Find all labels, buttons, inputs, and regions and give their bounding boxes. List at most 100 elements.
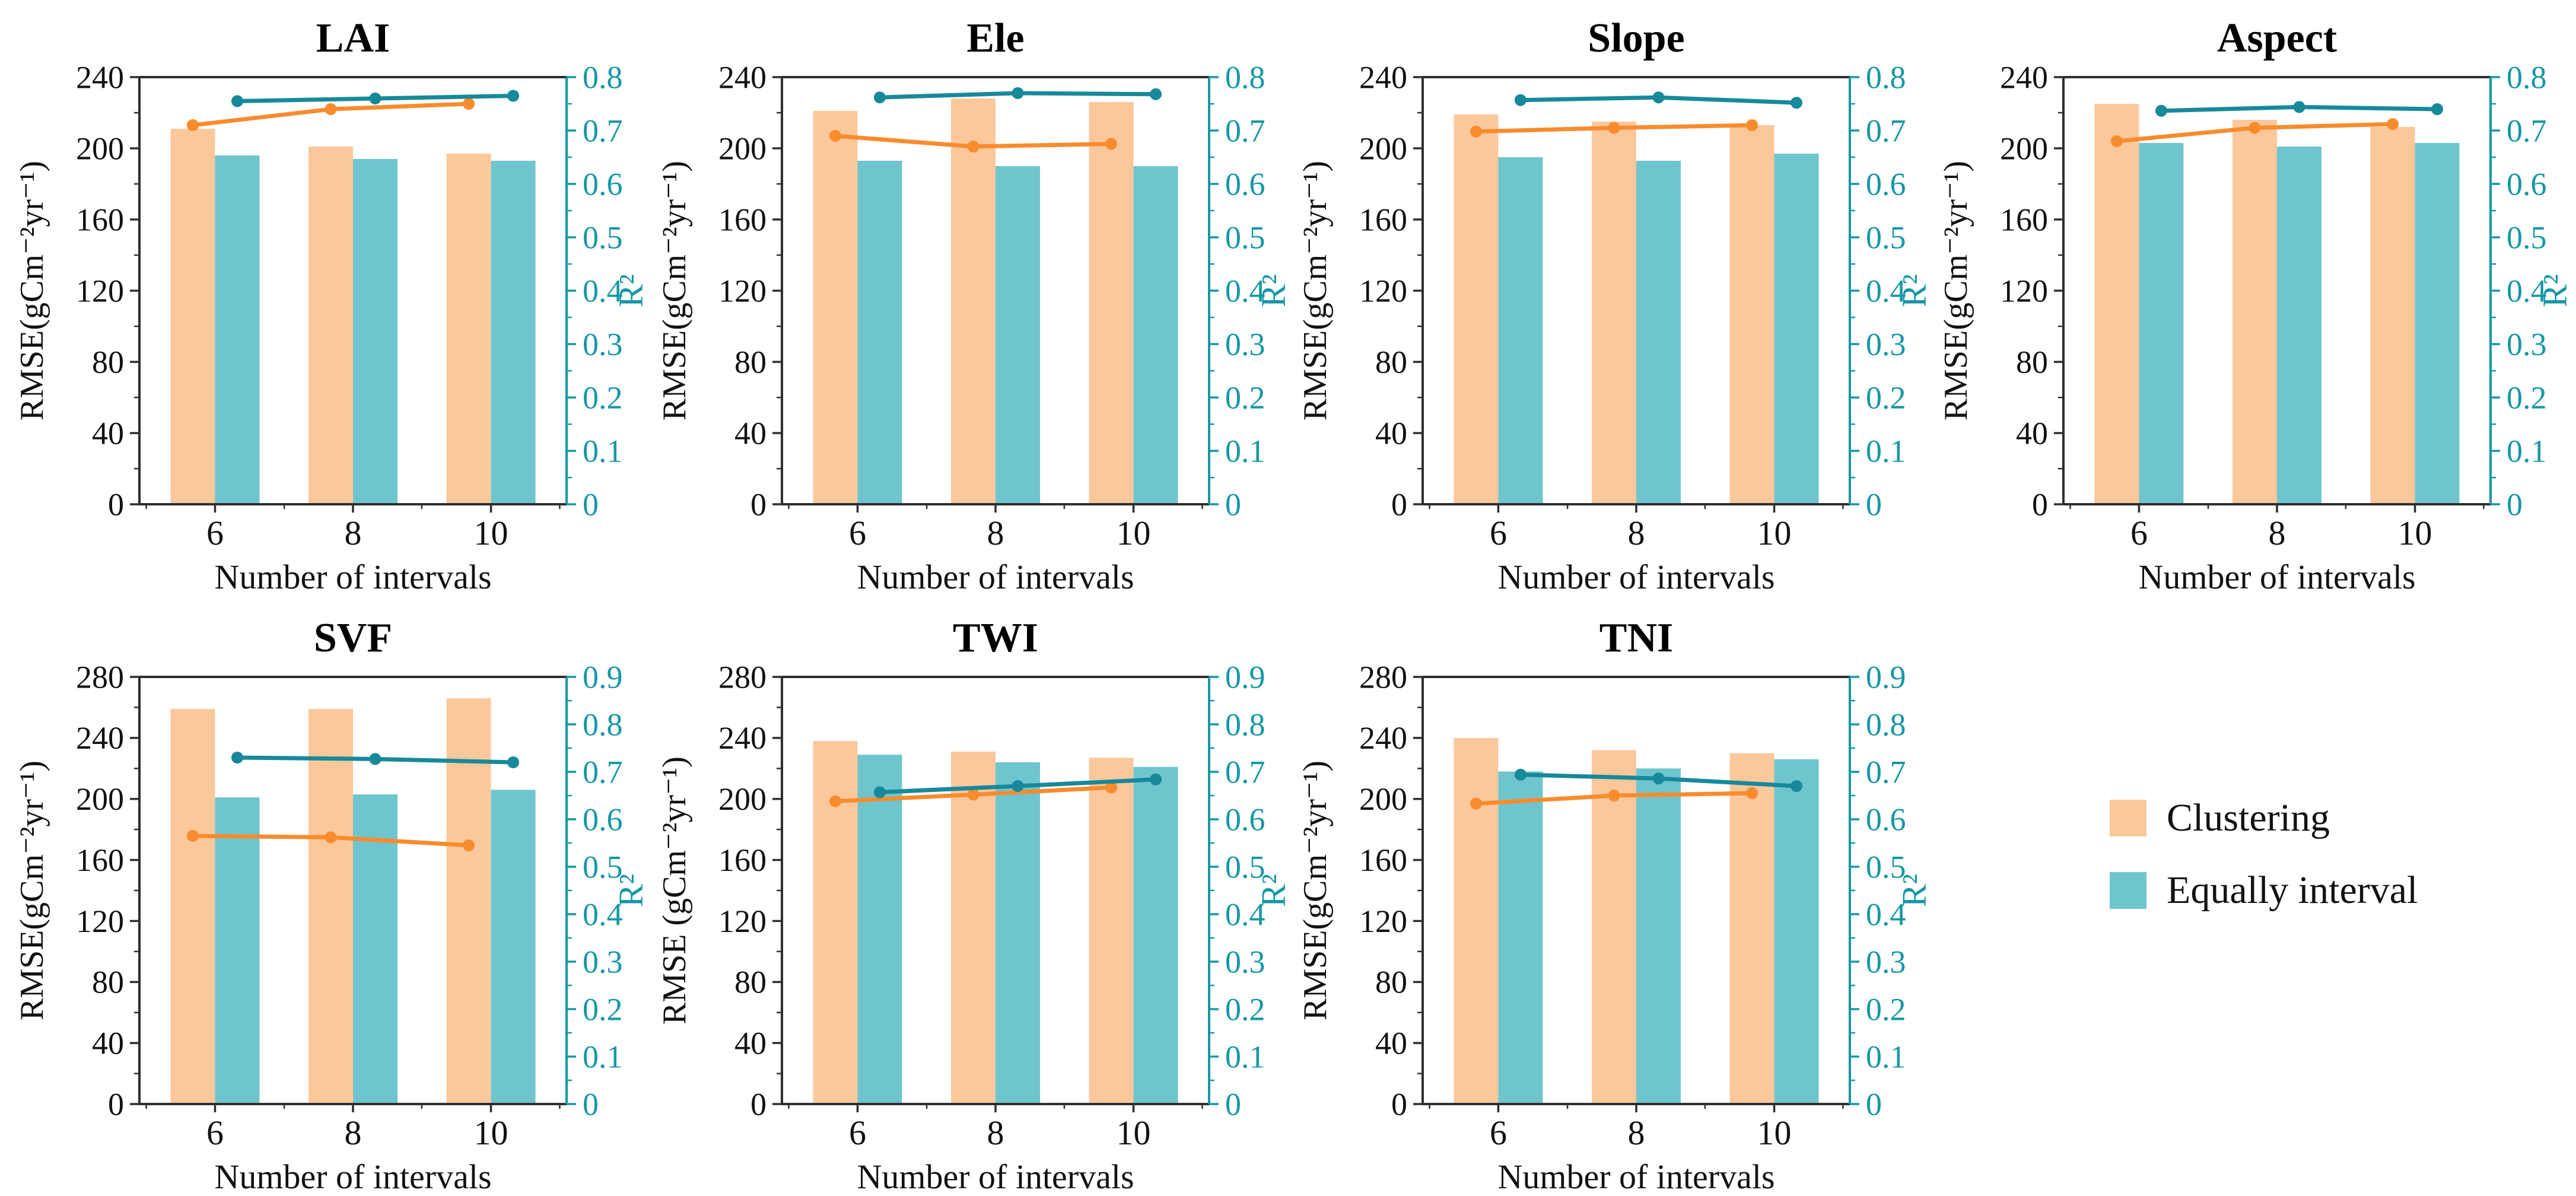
right-axis-title: R²: [612, 274, 644, 307]
left-tick-label: 80: [92, 965, 124, 1000]
left-tick-label: 80: [1375, 965, 1407, 1000]
right-tick-label: 0.7: [1866, 113, 1906, 148]
marker-clustering-8: [325, 831, 337, 844]
marker-clustering-8: [325, 103, 337, 115]
right-tick-label: 0.8: [2507, 59, 2547, 95]
right-tick-label: 0.1: [1225, 1039, 1265, 1074]
chart-tni: TNI 0 40 80 120 160 200 240 280 0 0.1 0.2 0.3 0.4 0.5 0…: [1297, 615, 1927, 1194]
left-tick-label: 240: [2000, 59, 2048, 95]
left-tick-label: 200: [1359, 781, 1407, 817]
marker-equally-6: [2155, 104, 2167, 117]
right-tick-label: 0.4: [583, 896, 623, 932]
left-axis-title: RMSE(gCm⁻²yr⁻¹): [14, 161, 50, 421]
bar-clustering-6: [1454, 114, 1499, 504]
marker-clustering-6: [186, 830, 199, 842]
bar-equally-8: [353, 794, 397, 1104]
left-tick-label: 200: [1359, 131, 1407, 166]
x-tick-label: 8: [987, 514, 1004, 552]
marker-clustering-8: [2249, 122, 2261, 134]
left-tick-label: 40: [734, 1026, 767, 1061]
right-tick-label: 0.2: [583, 991, 623, 1027]
right-tick-label: 0.6: [2507, 166, 2547, 202]
right-tick-label: 0.9: [583, 659, 623, 695]
left-tick-label: 120: [1359, 904, 1407, 939]
right-tick-label: 0.3: [1225, 944, 1265, 979]
right-tick-label: 0.7: [1225, 113, 1265, 148]
bar-clustering-10: [446, 154, 491, 504]
chart-title: TNI: [1599, 615, 1673, 661]
bar-equally-6: [215, 797, 260, 1104]
left-tick-label: 280: [718, 659, 767, 695]
x-tick-label: 10: [474, 1114, 508, 1152]
x-tick-label: 8: [1628, 514, 1645, 552]
chart-panel-slope: Slope 0 40 80 120 160 200 240 0 0.1 0.2 0.3 0.4 0.5 0.…: [1283, 3, 1927, 594]
left-tick-label: 240: [718, 720, 767, 756]
right-tick-label: 0.6: [583, 166, 623, 202]
marker-clustering-10: [1105, 781, 1118, 794]
chart-lai: LAI 0 40 80 120 160 200 240 0 0.1 0.2 0.3 0.4 0.5 0.6 0…: [14, 15, 644, 594]
chart-panel-svf: SVF 0 40 80 120 160 200 240 280 0 0.1 0.2 0.3 0.4 0.5 0…: [0, 603, 644, 1194]
marker-equally-6: [231, 752, 243, 764]
x-tick-label: 6: [206, 514, 224, 552]
chart-title: SVF: [314, 615, 392, 661]
left-axis-title: RMSE(gCm⁻²yr⁻¹): [1297, 761, 1334, 1020]
left-tick-label: 200: [2000, 131, 2048, 166]
right-tick-label: 0.1: [2507, 433, 2547, 469]
bar-clustering-10: [446, 698, 491, 1104]
x-tick-label: 6: [1490, 1114, 1507, 1152]
marker-clustering-6: [1470, 125, 1482, 138]
legend-label-clustering: Clustering: [2167, 796, 2330, 839]
right-tick-label: 0.7: [1225, 754, 1265, 790]
right-tick-label: 0.1: [1225, 433, 1265, 469]
bar-equally-6: [215, 155, 260, 504]
bar-clustering-8: [309, 147, 353, 504]
right-tick-label: 0.5: [1225, 220, 1265, 255]
chart-title: LAI: [316, 15, 390, 61]
right-tick-label: 0.5: [1225, 849, 1265, 885]
right-tick-label: 0.1: [583, 1039, 623, 1074]
right-tick-label: 0: [583, 1086, 599, 1122]
marker-clustering-8: [1608, 122, 1620, 134]
right-tick-label: 0: [2507, 486, 2523, 522]
right-tick-label: 0.2: [2507, 380, 2547, 415]
marker-clustering-6: [829, 795, 841, 807]
left-tick-label: 0: [2032, 486, 2048, 522]
right-tick-label: 0.6: [1866, 166, 1906, 202]
left-tick-label: 240: [76, 59, 124, 95]
bar-clustering-6: [2094, 104, 2139, 504]
chart-svf: SVF 0 40 80 120 160 200 240 280 0 0.1 0.2 0.3 0.4 0.5 0…: [14, 615, 644, 1194]
right-tick-label: 0.2: [1225, 991, 1265, 1027]
right-tick-label: 0.5: [583, 849, 623, 885]
right-tick-label: 0.7: [583, 113, 623, 148]
marker-equally-10: [1791, 780, 1803, 792]
chart-twi: TWI 0 40 80 120 160 200 240 280 0 0.1 0.2 0.3 0.4 0.5 0…: [656, 615, 1286, 1194]
left-tick-label: 200: [718, 781, 767, 817]
x-tick-label: 8: [2269, 514, 2286, 552]
bar-clustering-10: [1729, 753, 1774, 1104]
bar-equally-8: [2277, 147, 2321, 504]
legend-item-equally-interval: Equally interval: [2110, 869, 2418, 912]
right-axis-title: R²: [1254, 874, 1286, 907]
chart-panel-twi: TWI 0 40 80 120 160 200 240 280 0 0.1 0.2 0.3 0.4 0.5 0…: [643, 603, 1286, 1194]
right-tick-label: 0.4: [1225, 273, 1265, 308]
left-tick-label: 0: [108, 486, 124, 522]
x-axis-title: Number of intervals: [214, 1157, 491, 1194]
left-axis-title: RMSE (gCm⁻²yr⁻¹): [656, 756, 693, 1025]
x-tick-label: 10: [1117, 1114, 1151, 1152]
marker-clustering-10: [1746, 787, 1758, 799]
right-tick-label: 0.5: [1866, 220, 1906, 255]
right-tick-label: 0.8: [583, 59, 623, 95]
marker-equally-8: [369, 753, 381, 765]
legend-label-equally-interval: Equally interval: [2167, 869, 2418, 912]
left-tick-label: 240: [718, 59, 767, 95]
left-tick-label: 40: [92, 1026, 124, 1061]
left-tick-label: 40: [734, 415, 767, 451]
bar-clustering-6: [170, 709, 215, 1104]
bar-clustering-10: [1089, 102, 1134, 504]
left-tick-label: 80: [2016, 344, 2048, 380]
bar-equally-6: [1498, 157, 1543, 504]
left-tick-label: 160: [76, 202, 124, 237]
right-tick-label: 0.7: [583, 754, 623, 790]
right-tick-label: 0: [1866, 486, 1882, 522]
marker-clustering-8: [1608, 790, 1620, 801]
